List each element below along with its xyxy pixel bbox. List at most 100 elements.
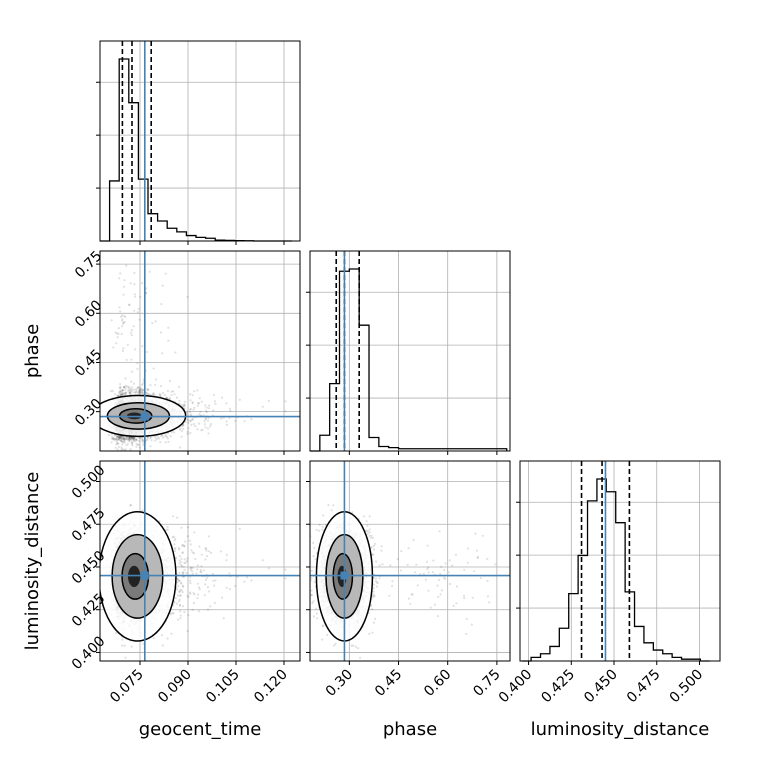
scatter-point-1-0-732 [214,402,217,405]
panel-background-1-1 [310,251,510,451]
scatter-point-1-0-1608 [186,418,189,421]
scatter-point-1-0-3590 [192,408,195,411]
scatter-point-1-0-1108 [141,392,144,395]
scatter-point-1-0-3275 [117,327,120,330]
scatter-point-1-0-2760 [200,400,203,403]
scatter-point-1-0-2359 [112,436,115,440]
scatter-point-1-0-3331 [146,437,149,440]
scatter-point-1-0-1109 [180,403,183,406]
scatter-point-1-0-3713 [155,378,158,381]
scatter-point-1-0-292 [130,438,133,441]
scatter-point-1-0-1514 [146,393,150,396]
scatter-point-1-0-1606 [121,436,124,439]
scatter-point-1-0-1664 [136,311,139,314]
scatter-point-1-0-2676 [146,350,149,354]
scatter-point-1-0-1130 [146,388,149,391]
scatter-point-1-0-3456 [117,445,120,449]
scatter-point-1-0-705 [141,383,144,387]
scatter-point-1-0-3782 [159,441,162,444]
scatter-point-1-0-2558 [193,390,196,393]
scatter-point-1-0-655 [132,325,135,328]
scatter-point-1-0-353 [118,436,121,439]
scatter-point-1-0-826 [191,401,194,404]
scatter-point-1-0-18 [229,409,232,412]
scatter-point-1-0-910 [141,389,144,392]
scatter-point-1-0-2054 [128,436,131,439]
scatter-point-1-0-1805 [243,420,246,423]
scatter-point-1-0-1999 [205,406,208,409]
scatter-point-1-0-2449 [131,370,134,373]
scatter-point-1-0-2563 [183,405,186,408]
scatter-point-1-0-961 [182,427,185,431]
scatter-point-1-0-1362 [194,425,197,428]
scatter-point-2-0-434 [225,586,228,589]
scatter-point-1-0-2781 [160,303,163,306]
scatter-point-1-0-427 [128,437,131,440]
scatter-point-1-0-3661 [121,393,124,396]
scatter-point-1-0-698 [159,395,162,398]
scatter-point-2-0-418 [196,564,199,567]
scatter-point-1-0-2175 [134,388,137,391]
scatter-point-1-0-1728 [178,428,181,431]
scatter-point-1-0-224 [120,314,124,317]
scatter-point-1-0-1502 [126,385,129,388]
scatter-point-1-0-3082 [127,437,130,440]
scatter-point-1-0-422 [115,435,118,438]
scatter-point-1-0-922 [170,390,173,393]
scatter-point-1-0-3324 [188,419,192,422]
scatter-point-1-0-788 [207,432,210,435]
scatter-point-1-0-2184 [164,433,167,436]
scatter-point-2-0-45 [172,515,175,518]
scatter-point-1-0-848 [115,342,118,345]
scatter-point-1-0-3809 [137,440,140,443]
scatter-point-1-0-1574 [183,403,186,406]
scatter-point-1-0-3563 [123,314,126,318]
scatter-point-1-0-1490 [132,391,135,394]
scatter-point-1-0-3112 [130,329,133,332]
scatter-point-1-0-150 [165,396,168,399]
scatter-point-1-0-3946 [122,285,125,288]
scatter-point-1-0-2899 [114,331,117,334]
scatter-point-1-0-2158 [205,417,208,420]
scatter-point-1-0-2739 [110,436,114,439]
scatter-point-1-0-1804 [167,326,170,329]
scatter-point-1-0-3742 [118,436,121,439]
scatter-point-1-0-2665 [133,293,136,296]
scatter-point-1-0-3862 [128,303,131,306]
scatter-point-1-0-2871 [169,435,172,438]
scatter-point-1-0-847 [161,352,164,355]
scatter-point-2-0-88 [250,579,253,582]
scatter-point-1-0-2994 [129,391,132,394]
scatter-point-1-0-3986 [117,435,120,438]
scatter-point-1-0-2675 [191,402,194,405]
scatter-point-1-0-1586 [126,438,129,441]
scatter-point-2-0-659 [202,569,206,572]
scatter-point-1-0-3980 [189,399,192,402]
scatter-point-2-0-552 [182,585,185,588]
scatter-point-1-0-1601 [121,443,124,446]
scatter-point-1-0-836 [113,438,116,441]
scatter-point-1-0-222 [131,436,134,439]
scatter-point-1-0-98 [120,435,123,438]
scatter-point-1-0-771 [117,437,120,440]
scatter-point-1-0-3202 [118,277,121,280]
scatter-point-1-0-3066 [141,391,144,394]
scatter-point-1-0-1121 [154,439,157,442]
scatter-point-1-0-837 [175,396,179,399]
scatter-point-1-0-2342 [135,438,138,441]
scatter-point-1-0-636 [130,436,133,440]
scatter-point-1-0-3409 [130,436,133,439]
scatter-point-1-0-2065 [137,391,140,394]
scatter-point-1-0-2945 [128,391,131,394]
scatter-point-1-0-3536 [130,438,133,441]
scatter-point-1-0-2170 [118,391,121,395]
scatter-point-1-0-2839 [111,437,114,440]
scatter-point-1-0-1067 [134,391,137,394]
scatter-point-1-0-3165 [160,434,163,437]
scatter-point-1-0-625 [152,392,155,395]
scatter-point-1-0-391 [167,339,170,342]
scatter-point-1-0-1655 [121,447,124,451]
scatter-point-1-0-2399 [133,283,136,286]
scatter-point-1-0-434 [225,420,228,423]
scatter-point-1-0-3010 [118,390,121,393]
